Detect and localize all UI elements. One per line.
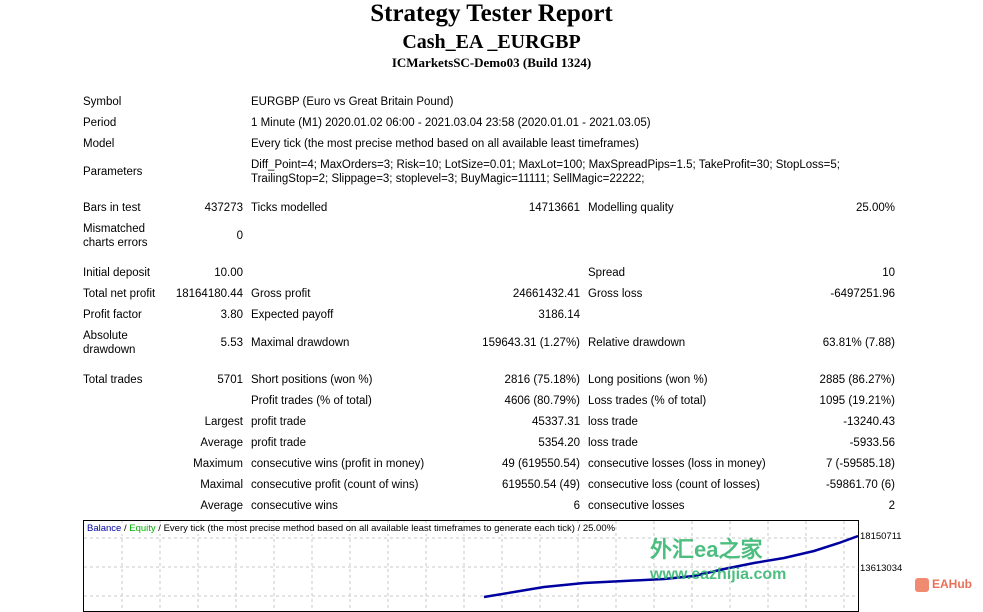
stat-label: consecutive profit (count of wins) [251, 479, 419, 491]
stat-label: Modelling quality [588, 202, 674, 214]
stat-label: consecutive wins [251, 500, 338, 512]
stat-label: profit trade [251, 416, 306, 428]
stat-value: 437273 [204, 202, 243, 214]
stat-value: -13240.43 [843, 416, 895, 428]
eahub-logo: EAHub [915, 577, 972, 592]
parameters-line2: TrailingStop=2; Slippage=3; stoplevel=3;… [251, 173, 645, 185]
symbol-label: Symbol [83, 96, 122, 108]
legend-balance: Balance [87, 523, 122, 534]
y-tick-1: 18150711 [860, 531, 902, 542]
stat-value: Average [200, 437, 243, 449]
stat-value: 3186.14 [538, 309, 580, 321]
y-tick-2: 13613034 [860, 563, 903, 574]
report-title: Strategy Tester Report [370, 0, 613, 27]
stat-value: 5701 [217, 374, 243, 386]
stat-label: Profit trades (% of total) [251, 395, 372, 407]
stat-label: Spread [588, 267, 626, 279]
stat-value: 14713661 [528, 202, 580, 214]
stat-label: Relative drawdown [588, 337, 686, 349]
stat-label: Ticks modelled [251, 202, 328, 214]
period-value: 1 Minute (M1) 2020.01.02 06:00 - 2021.03… [251, 117, 651, 129]
stat-value: 24661432.41 [512, 288, 580, 300]
stat-value: Maximum [193, 458, 243, 470]
stat-value: -59861.70 (6) [825, 479, 895, 491]
stat-label: Total trades [83, 374, 143, 386]
stat-value: -6497251.96 [830, 288, 895, 300]
stat-value: 6 [573, 500, 580, 512]
stat-value: Largest [204, 416, 243, 428]
stat-value: 1095 (19.21%) [819, 395, 895, 407]
model-value: Every tick (the most precise method base… [251, 138, 639, 150]
stat-label: Gross loss [588, 288, 643, 300]
stat-label: Bars in test [83, 202, 141, 214]
stat-label: Maximal drawdown [251, 337, 350, 349]
stat-value: 0 [236, 230, 243, 242]
stat-label: Initial deposit [83, 267, 151, 279]
symbol-value: EURGBP (Euro vs Great Britain Pound) [251, 96, 454, 108]
balance-line [483, 534, 858, 599]
stat-value: 63.81% (7.88) [822, 337, 895, 349]
stat-label: Gross profit [251, 288, 311, 300]
period-label: Period [83, 117, 117, 129]
stat-value: 10.00 [214, 267, 243, 279]
model-label: Model [83, 138, 115, 150]
stat-value: 5354.20 [538, 437, 580, 449]
stat-label: Mismatched charts errors [83, 223, 148, 249]
stat-value: Maximal [200, 479, 243, 491]
stat-value: 2885 (86.27%) [819, 374, 895, 386]
stat-value: 2816 (75.18%) [504, 374, 580, 386]
stat-value: 45337.31 [532, 416, 580, 428]
stat-value: 4606 (80.79%) [504, 395, 580, 407]
stat-value: 3.80 [220, 309, 243, 321]
stat-label: Profit factor [83, 309, 142, 321]
watermark-url: www.eazhijia.com [650, 566, 787, 583]
stat-value: 10 [882, 267, 895, 279]
stat-value: 7 (-59585.18) [825, 458, 895, 470]
stat-value: Average [200, 500, 243, 512]
stat-label: loss trade [588, 437, 638, 449]
stat-label: Long positions (won %) [588, 374, 708, 386]
chart-legend: Balance / Equity / Every tick (the most … [87, 523, 616, 534]
stat-label: profit trade [251, 437, 306, 449]
watermark-logo: 外汇ea之家 [650, 537, 763, 562]
stat-label: consecutive losses [588, 500, 685, 512]
stat-label: Expected payoff [251, 309, 334, 321]
stat-label: consecutive loss (count of losses) [588, 479, 760, 491]
stat-value: 619550.54 (49) [501, 479, 580, 491]
stat-label: Loss trades (% of total) [588, 395, 707, 407]
stat-label: Total net profit [83, 288, 156, 300]
stat-value: -5933.56 [849, 437, 895, 449]
report-subtitle: Cash_EA _EURGBP [402, 31, 581, 53]
legend-equity: Equity [129, 523, 156, 534]
legend-sep: / [121, 523, 130, 534]
eahub-text: EAHub [932, 577, 972, 591]
stat-label: Short positions (won %) [251, 374, 373, 386]
stat-value: 18164180.44 [175, 288, 243, 300]
stat-label: consecutive losses (loss in money) [588, 458, 766, 470]
server-build: ICMarketsSC-Demo03 (Build 1324) [391, 55, 592, 70]
stat-value: 25.00% [855, 202, 895, 214]
stat-label: Absolute drawdown [83, 330, 136, 356]
stat-value: 49 (619550.54) [501, 458, 580, 470]
parameters-label: Parameters [83, 166, 143, 178]
stat-label: loss trade [588, 416, 638, 428]
stat-label: consecutive wins (profit in money) [251, 458, 425, 470]
stat-value: 159643.31 (1.27%) [482, 337, 580, 349]
stat-value: 2 [888, 500, 895, 512]
eahub-icon [915, 577, 929, 592]
legend-description: / Every tick (the most precise method ba… [155, 523, 616, 534]
parameters-line1: Diff_Point=4; MaxOrders=3; Risk=10; LotS… [251, 159, 840, 171]
stat-value: 5.53 [220, 337, 243, 349]
